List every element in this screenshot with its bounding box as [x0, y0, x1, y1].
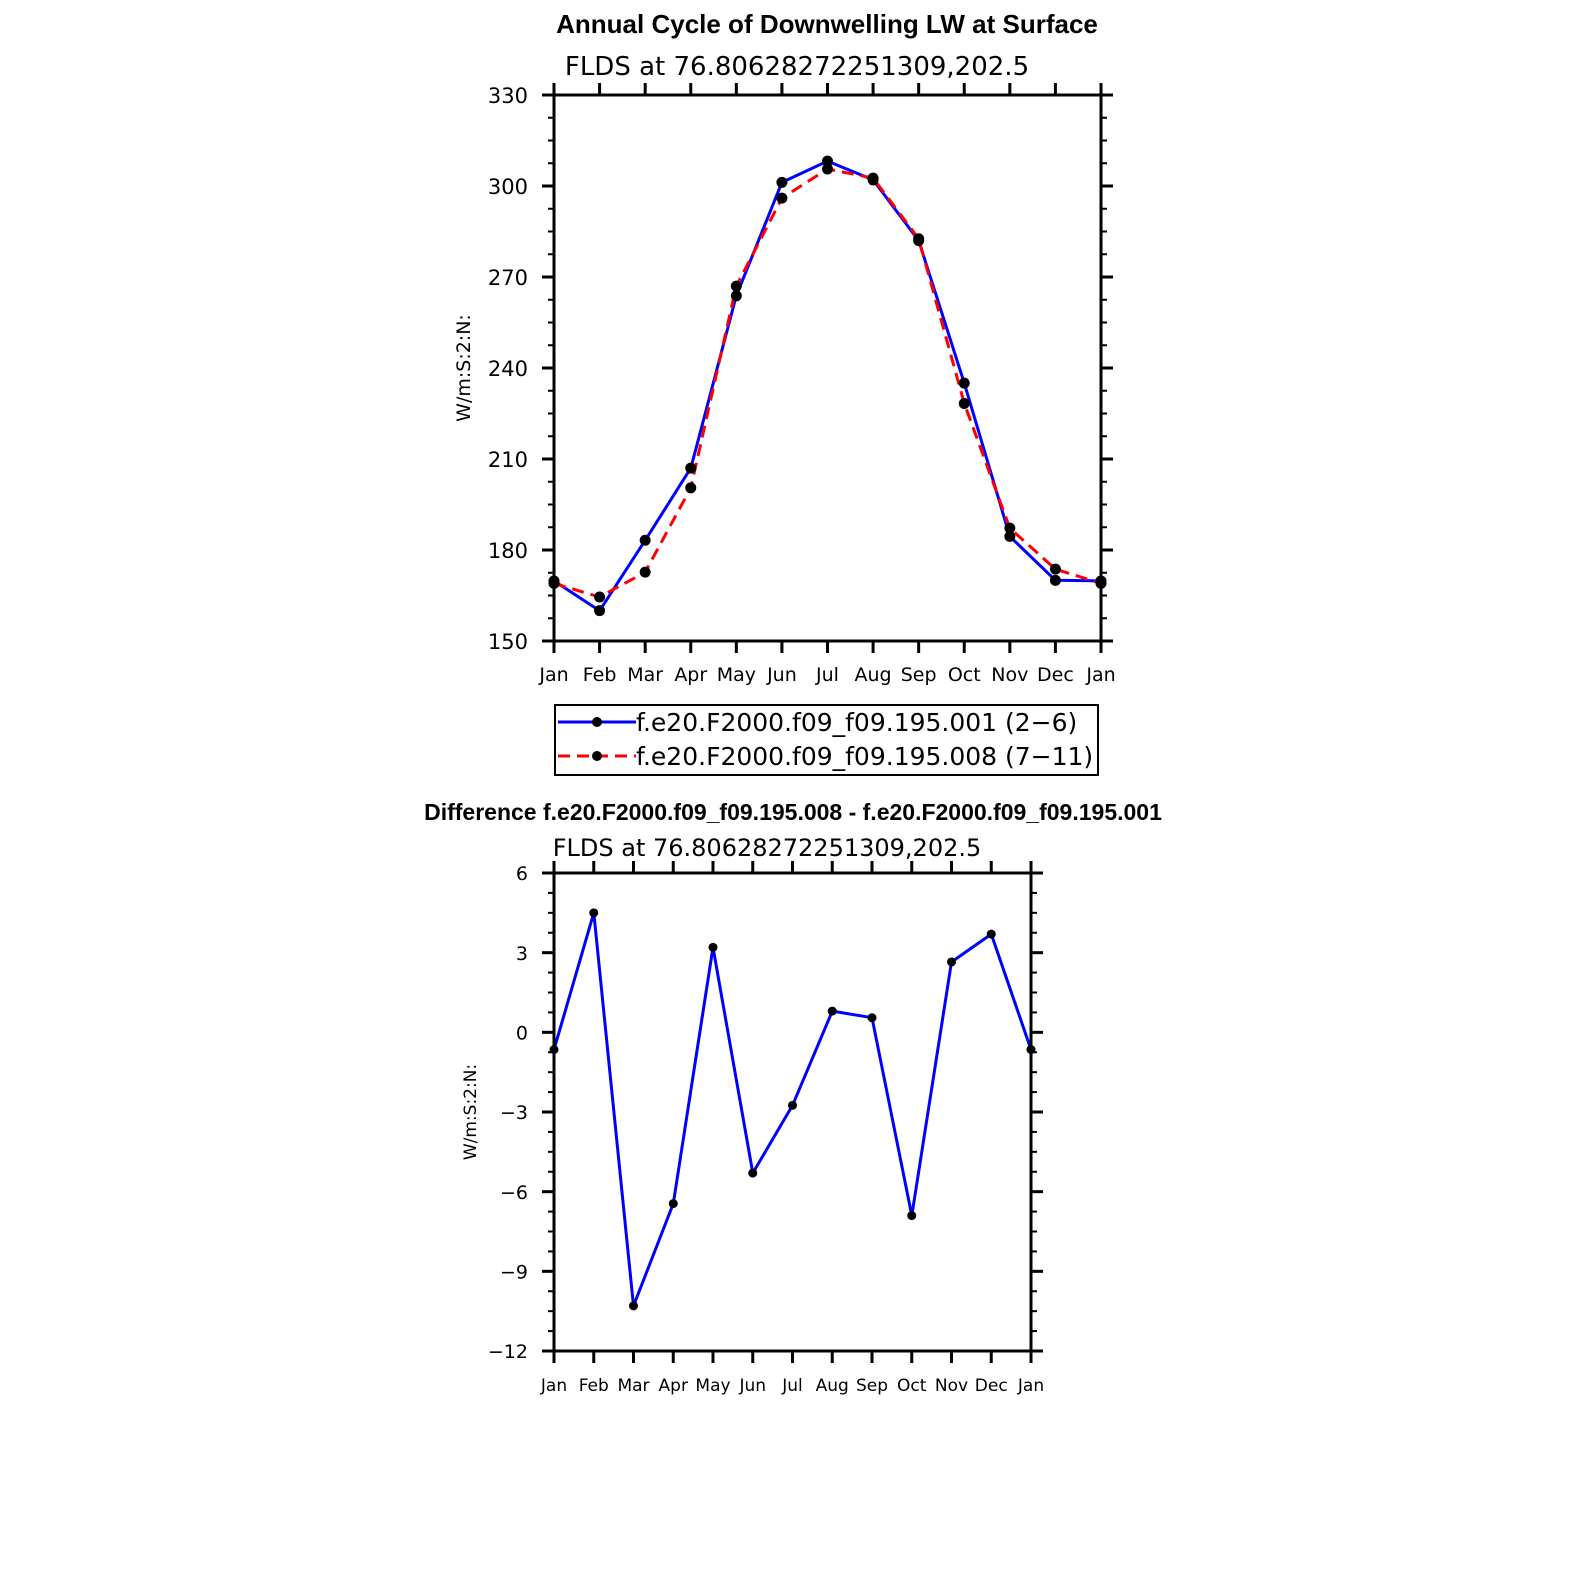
series-1-point — [748, 1168, 758, 1178]
ytick-label: 150 — [488, 630, 528, 654]
ytick-label: 6 — [516, 863, 528, 885]
xtick-label: Oct — [948, 664, 981, 686]
series-2-point — [867, 172, 879, 184]
series-1-point — [788, 1100, 797, 1110]
xtick-label: Jan — [1085, 664, 1115, 686]
xtick-label: Jun — [738, 1376, 766, 1396]
chart1-frame — [552, 93, 1103, 643]
chart2-title: Difference f.e20.F2000.f09_f09.195.008 -… — [424, 799, 1162, 825]
series-2-point — [822, 163, 833, 175]
chart1-ytick-labels: 150 180 210 240 270 300 330 — [488, 84, 528, 654]
chart2-series — [549, 908, 1036, 1311]
xtick-label: Dec — [1037, 664, 1074, 686]
xtick-label: Dec — [975, 1376, 1008, 1396]
series-1-point — [907, 1211, 917, 1221]
xtick-label: Jul — [781, 1376, 803, 1396]
chart2-ytick-labels: −12 −9 −6 −3 0 3 6 — [488, 863, 528, 1363]
xtick-label: Oct — [897, 1376, 927, 1396]
ytick-label: 270 — [488, 266, 528, 290]
xtick-label: Jan — [540, 1376, 567, 1396]
xtick-label: Mar — [627, 664, 663, 686]
xtick-label: Mar — [617, 1376, 649, 1396]
series-1-point — [708, 942, 718, 952]
ytick-label: −9 — [500, 1262, 528, 1284]
xtick-label: Jun — [766, 664, 797, 686]
series-1-point — [594, 605, 606, 617]
series-2-point — [776, 192, 788, 204]
ytick-label: 330 — [488, 84, 528, 108]
chart1-series — [548, 155, 1107, 617]
series-2-point — [1004, 522, 1016, 534]
series-line-2 — [553, 167, 1102, 599]
series-1-point — [629, 1301, 638, 1311]
ytick-label: −12 — [488, 1341, 528, 1363]
legend-marker-series-2 — [592, 751, 602, 761]
ytick-label: 180 — [488, 539, 528, 563]
xtick-label: Apr — [674, 664, 707, 686]
xtick-label: Sep — [901, 664, 937, 686]
ytick-label: 3 — [516, 943, 528, 965]
chart1-subtitle: FLDS at 76.80628272251309,202.5 — [565, 52, 1029, 82]
series-2-point — [685, 482, 697, 494]
ytick-label: 0 — [516, 1023, 528, 1045]
series-2-point — [730, 280, 742, 292]
legend-marker-series-1 — [592, 717, 602, 727]
xtick-label: May — [717, 664, 756, 686]
series-1-point — [947, 957, 956, 967]
xtick-label: Apr — [659, 1376, 688, 1396]
ytick-label: −6 — [500, 1182, 528, 1204]
xtick-label: Jan — [538, 664, 568, 686]
xtick-label: Aug — [855, 664, 892, 686]
series-1-point — [685, 462, 697, 474]
series-1-point — [730, 290, 742, 302]
chart1-legend: f.e20.F2000.f09_f09.195.001 (2−6) f.e20.… — [554, 704, 1099, 776]
xtick-label: Feb — [579, 1376, 609, 1396]
chart2-ticks — [542, 861, 1043, 1363]
xtick-label: Jan — [1017, 1376, 1044, 1396]
series-2-point — [913, 233, 925, 245]
xtick-label: May — [695, 1376, 730, 1396]
ytick-label: −3 — [500, 1102, 528, 1124]
series-1-point — [867, 1013, 877, 1023]
chart2-ylabel: W/m:S:2:N: — [461, 1064, 481, 1160]
legend-box — [554, 704, 1099, 776]
chart1-xtick-labels: Jan Feb Mar Apr May Jun Jul Aug Sep Oct Nov Dec Jan — [538, 664, 1115, 686]
series-1-point — [827, 1006, 837, 1016]
legend-label-series-1: f.e20.F2000.f09_f09.195.001 (2−6) — [636, 708, 1077, 737]
series-2-point — [1049, 563, 1061, 575]
series-1-point — [776, 176, 788, 188]
series-1-point — [822, 155, 833, 167]
series-1-point — [589, 908, 599, 918]
xtick-label: Sep — [856, 1376, 888, 1396]
xtick-label: Jul — [815, 664, 839, 686]
xtick-label: Feb — [583, 664, 617, 686]
series-1-point — [668, 1199, 678, 1209]
ytick-label: 300 — [488, 175, 528, 199]
series-2-point — [594, 591, 606, 603]
series-line-1 — [553, 159, 1102, 613]
chart1-title: Annual Cycle of Downwelling LW at Surfac… — [556, 9, 1098, 39]
annual-cycle-chart: Annual Cycle of Downwelling LW at Surfac… — [453, 9, 1116, 776]
series-1-point — [639, 534, 651, 546]
xtick-label: Nov — [991, 664, 1028, 686]
xtick-label: Nov — [935, 1376, 968, 1396]
chart1-ylabel: W/m:S:2:N: — [453, 314, 475, 422]
series-1-point — [958, 377, 970, 389]
series-1-point — [986, 929, 996, 939]
series-1-point — [1049, 574, 1061, 586]
xtick-label: Aug — [816, 1376, 849, 1396]
chart2-subtitle: FLDS at 76.80628272251309,202.5 — [553, 834, 982, 862]
series-2-point — [958, 397, 970, 409]
series-2-point — [639, 566, 651, 578]
legend-label-series-2: f.e20.F2000.f09_f09.195.008 (7−11) — [636, 742, 1093, 771]
ytick-label: 210 — [488, 448, 528, 472]
ytick-label: 240 — [488, 357, 528, 381]
chart2-frame — [552, 871, 1033, 1353]
difference-chart: Difference f.e20.F2000.f09_f09.195.008 -… — [424, 799, 1162, 1396]
series-1-point — [1004, 530, 1016, 542]
chart2-xtick-labels: Jan Feb Mar Apr May Jun Jul Aug Sep Oct Nov Dec Jan — [540, 1376, 1044, 1396]
